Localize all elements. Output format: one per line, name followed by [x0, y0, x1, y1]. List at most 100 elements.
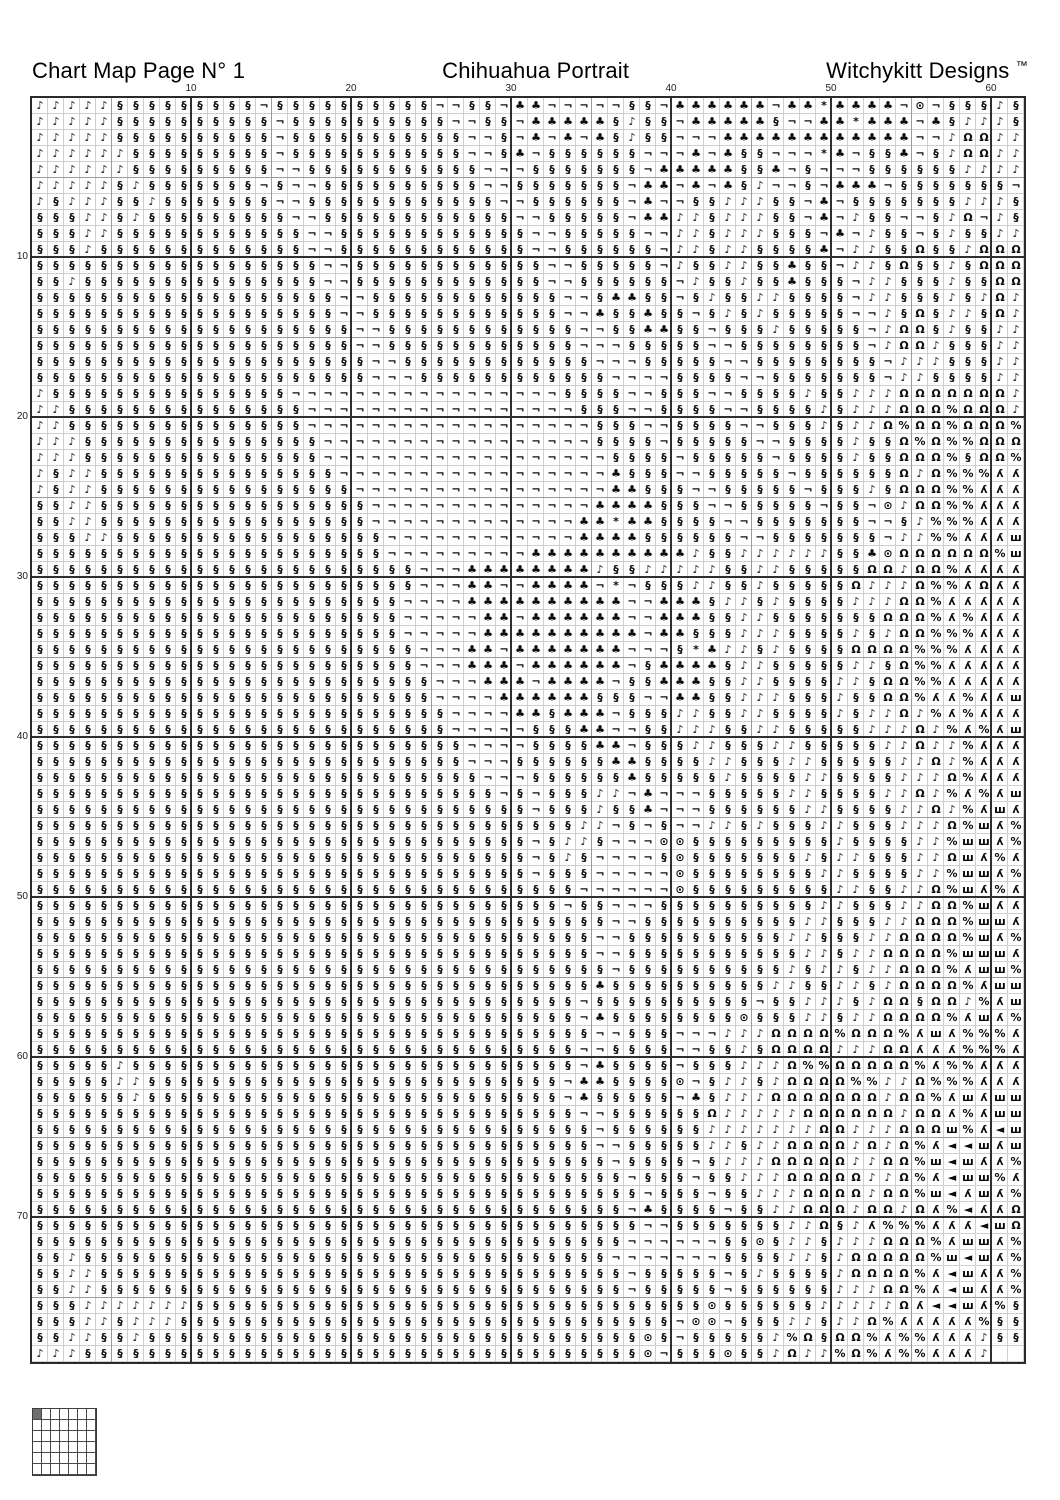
- grid-cell: Ω: [995, 307, 1005, 320]
- grid-cell: §: [149, 339, 155, 352]
- grid-cell: §: [133, 707, 139, 720]
- grid-cell: §: [389, 1219, 395, 1232]
- grid-cell: Ω: [963, 147, 973, 160]
- grid-cell: §: [837, 275, 843, 288]
- grid-cell: ¬: [755, 371, 765, 384]
- grid-cell: §: [101, 1171, 107, 1184]
- grid-cell: §: [469, 1171, 475, 1184]
- grid-cell: ш: [962, 835, 974, 848]
- grid-cell: ♪: [724, 243, 732, 256]
- grid-cell: ♪: [884, 739, 892, 752]
- grid-cell: ♣: [547, 563, 557, 576]
- grid-cell: §: [421, 115, 427, 128]
- grid-cell: §: [181, 1187, 187, 1200]
- page-map-cell: [60, 1420, 69, 1431]
- grid-cell: §: [181, 899, 187, 912]
- grid-cell: §: [357, 371, 363, 384]
- grid-cell: §: [741, 723, 747, 736]
- grid-cell: ♣: [643, 803, 653, 816]
- grid-cell: ¬: [451, 547, 461, 560]
- grid-cell: §: [453, 1155, 459, 1168]
- grid-cell: §: [789, 867, 795, 880]
- grid-cell: ¬: [419, 643, 429, 656]
- grid-cell: §: [85, 1155, 91, 1168]
- grid-cell: §: [645, 355, 651, 368]
- grid-cell: §: [149, 723, 155, 736]
- grid-cell: §: [133, 643, 139, 656]
- grid-cell: §: [197, 1251, 203, 1264]
- grid-cell: §: [389, 931, 395, 944]
- grid-cell: §: [853, 819, 859, 832]
- grid-cell: §: [501, 307, 507, 320]
- grid-cell: §: [325, 291, 331, 304]
- grid-cell: Ω: [995, 419, 1005, 432]
- grid-cell: §: [133, 691, 139, 704]
- grid-cell: §: [229, 323, 235, 336]
- grid-cell: §: [277, 675, 283, 688]
- grid-cell: §: [757, 483, 763, 496]
- grid-cell: §: [309, 627, 315, 640]
- grid-cell: §: [229, 339, 235, 352]
- grid-cell: §: [229, 995, 235, 1008]
- grid-cell: ¬: [867, 515, 877, 528]
- grid-cell: ¬: [595, 1139, 605, 1152]
- grid-cell: ♪: [820, 995, 828, 1008]
- grid-cell: ⊙: [691, 1315, 701, 1328]
- grid-cell: ♪: [964, 995, 972, 1008]
- grid-cell: %: [962, 803, 974, 816]
- grid-cell: §: [437, 371, 443, 384]
- grid-cell: ♪: [868, 387, 876, 400]
- grid-cell: §: [277, 563, 283, 576]
- grid-cell: %: [962, 691, 974, 704]
- grid-cell: §: [133, 979, 139, 992]
- grid-cell: §: [85, 323, 91, 336]
- grid-cell: §: [757, 275, 763, 288]
- grid-cell: §: [181, 819, 187, 832]
- grid-cell: ♣: [611, 499, 621, 512]
- grid-cell: ¬: [499, 515, 509, 528]
- grid-cell: §: [901, 307, 907, 320]
- grid-cell: §: [309, 883, 315, 896]
- grid-cell: §: [325, 467, 331, 480]
- grid-cell: §: [53, 1203, 59, 1216]
- grid-cell: §: [37, 227, 43, 240]
- grid-cell: ♪: [980, 195, 988, 208]
- grid-cell: ♣: [835, 131, 845, 144]
- grid-cell: §: [181, 627, 187, 640]
- grid-cell: §: [101, 611, 107, 624]
- grid-cell: §: [565, 1155, 571, 1168]
- grid-cell: ¬: [499, 643, 509, 656]
- grid-cell: ¬: [387, 355, 397, 368]
- grid-cell: §: [837, 547, 843, 560]
- grid-cell: §: [389, 1059, 395, 1072]
- grid-cell: ¬: [291, 163, 301, 176]
- grid-cell: §: [149, 995, 155, 1008]
- grid-cell: %: [1010, 1267, 1022, 1280]
- grid-cell: §: [197, 1011, 203, 1024]
- grid-cell: ¬: [563, 531, 573, 544]
- grid-cell: §: [37, 211, 43, 224]
- grid-cell: ♪: [884, 1299, 892, 1312]
- grid-cell: ¬: [659, 99, 669, 112]
- grid-cell: §: [437, 275, 443, 288]
- grid-cell: §: [229, 931, 235, 944]
- grid-cell: ¬: [675, 1027, 685, 1040]
- grid-cell: §: [709, 1347, 715, 1360]
- grid-cell: ʎ: [996, 595, 1004, 608]
- grid-cell: §: [757, 1315, 763, 1328]
- grid-cell: §: [357, 1011, 363, 1024]
- grid-cell: ♣: [627, 547, 637, 560]
- grid-cell: §: [741, 467, 747, 480]
- grid-cell: §: [437, 755, 443, 768]
- grid-cell: ¬: [611, 707, 621, 720]
- grid-cell: §: [789, 403, 795, 416]
- grid-cell: ¬: [403, 403, 413, 416]
- grid-cell: §: [37, 915, 43, 928]
- grid-cell: §: [645, 275, 651, 288]
- grid-cell: §: [453, 147, 459, 160]
- grid-cell: ¬: [851, 147, 861, 160]
- page-map-cell: [78, 1420, 87, 1431]
- grid-cell: §: [149, 211, 155, 224]
- grid-cell: §: [661, 387, 667, 400]
- grid-cell: §: [277, 899, 283, 912]
